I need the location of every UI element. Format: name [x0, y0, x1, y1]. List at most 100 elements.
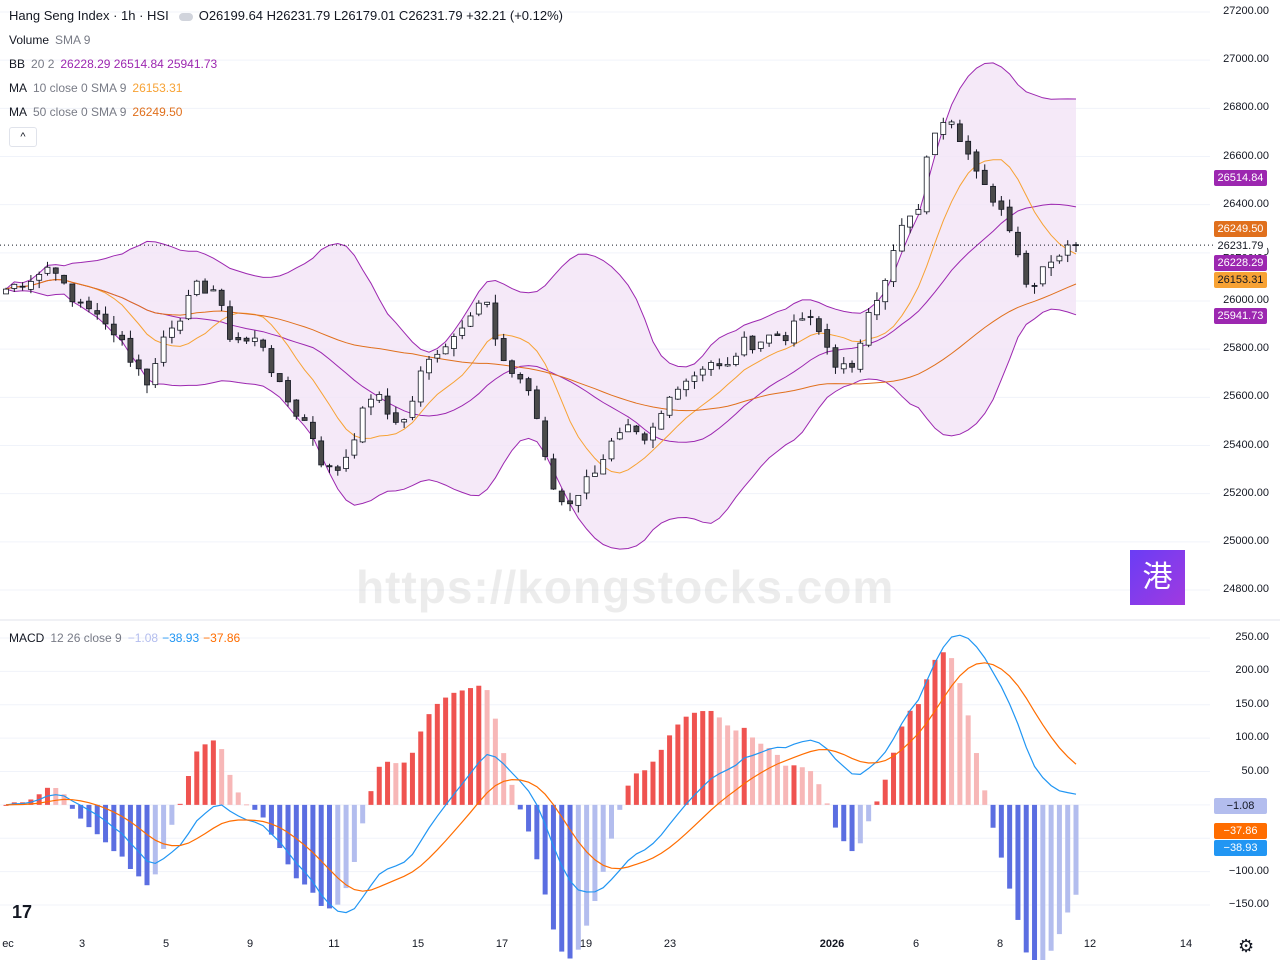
candle-body — [3, 288, 9, 295]
macd-legend[interactable]: MACD 12 26 close 9 −1.08 −38.93 −37.86 — [9, 630, 246, 646]
candle-body — [343, 456, 349, 469]
candle-body — [1048, 261, 1055, 269]
candle-body — [791, 320, 797, 344]
macd-hist-bar — [476, 685, 482, 805]
price-tick-label: 24800.00 — [1223, 583, 1269, 595]
tradingview-logo[interactable]: 17 — [12, 902, 33, 922]
ma10-name: MA — [9, 81, 27, 95]
candle-body — [202, 280, 208, 294]
candle-body — [956, 123, 963, 142]
ma10-price-tag: 26153.31 — [1214, 272, 1267, 288]
price-tick-label: 25800.00 — [1223, 342, 1269, 355]
ma50-value: 26249.50 — [132, 105, 183, 119]
macd-hist-bar — [86, 804, 92, 828]
macd-hist-bar — [385, 761, 391, 805]
candle-body — [144, 368, 150, 386]
macd-hist-bar — [700, 711, 706, 805]
time-tick-label: 6 — [912, 938, 920, 950]
candle-body — [1006, 206, 1013, 232]
candle-body — [658, 413, 665, 430]
time-tick-label: 2026 — [819, 938, 845, 950]
macd-hist-bar — [924, 679, 930, 805]
candle-body — [1056, 255, 1063, 262]
macd-hist-bar — [907, 710, 913, 805]
macd-hist-bar — [144, 804, 150, 886]
price-tick-label: 26600.00 — [1223, 149, 1269, 162]
candle-body — [268, 348, 275, 374]
macd-hist-bar — [733, 730, 739, 805]
macd-hist-bar — [360, 804, 366, 824]
ma50-legend[interactable]: MA 50 close 0 SMA 9 26249.50 — [9, 104, 188, 120]
watermark: https://kongstocks.com — [356, 561, 895, 613]
time-tick-label: 3 — [78, 938, 86, 950]
ma10-legend[interactable]: MA 10 close 0 SMA 9 26153.31 — [9, 80, 188, 96]
gear-icon[interactable]: ⚙ — [1238, 936, 1255, 956]
candle-body — [840, 363, 847, 370]
macd-hist-bar — [409, 752, 415, 805]
macd-hist-bar — [866, 804, 872, 822]
last-price-tag: 26231.79 — [1214, 238, 1267, 254]
macd-hist-bar — [932, 659, 938, 805]
macd-hist-bar — [426, 714, 432, 805]
candle-body — [890, 250, 897, 283]
eye-icon[interactable] — [178, 12, 193, 21]
macd-tick-label: 250.00 — [1235, 631, 1269, 643]
macd-tick-label: −100.00 — [1228, 864, 1269, 877]
macd-hist-bar — [69, 804, 75, 809]
candle-body — [376, 394, 383, 401]
candle-body — [558, 490, 565, 503]
time-tick-label: 17 — [495, 938, 509, 950]
candle-body — [616, 432, 623, 440]
candle-body — [1039, 266, 1046, 285]
collapse-legend-button[interactable]: ^ — [9, 127, 37, 147]
candle-body — [27, 281, 34, 290]
price-tick-label: 25600.00 — [1223, 390, 1269, 403]
symbol-title[interactable]: Hang Seng Index · 1h · HSI — [9, 8, 169, 23]
candle-body — [865, 311, 872, 346]
candle-body — [11, 283, 18, 289]
macd-hist-bar — [575, 804, 581, 950]
macd-hist-bar — [434, 703, 440, 805]
candle-body — [285, 380, 291, 403]
bb-params: 20 2 — [31, 57, 55, 71]
candle-body — [857, 342, 864, 370]
candle-body — [102, 313, 109, 325]
candle-body — [600, 459, 607, 475]
macd-hist-bar — [277, 804, 283, 849]
bb-lower-line — [5, 288, 1077, 550]
volume-legend[interactable]: Volume SMA 9 — [9, 32, 96, 48]
macd-hist-bar — [103, 804, 109, 843]
symbol-legend[interactable]: Hang Seng Index · 1h · HSI O26199.64 H262… — [9, 8, 569, 24]
candle-body — [293, 399, 300, 417]
candle-body — [44, 266, 51, 274]
candle-body — [359, 407, 366, 443]
candle-body — [177, 320, 184, 331]
macd-hist-bar — [766, 747, 772, 805]
candle-body — [948, 121, 955, 125]
candle-body — [882, 280, 889, 303]
candle-body — [417, 370, 424, 403]
time-tick-label: 15 — [411, 938, 425, 950]
macd-hist-bar — [550, 804, 556, 930]
candle-body — [309, 421, 316, 440]
macd-hist-bar — [310, 804, 316, 893]
bb-legend[interactable]: BB 20 2 26228.29 26514.84 25941.73 — [9, 56, 223, 72]
candle-body — [733, 355, 739, 365]
macd-hist-bar — [750, 737, 756, 805]
candle-body — [94, 310, 101, 315]
macd-hist-tag: −1.08 — [1214, 798, 1267, 814]
candle-body — [608, 440, 615, 460]
candle-body — [251, 337, 258, 342]
macd-signal-value: −37.86 — [203, 631, 241, 645]
candle-body — [318, 440, 325, 466]
macd-hist-bar — [401, 762, 407, 805]
candle-body — [368, 398, 374, 408]
macd-hist-bar — [1032, 804, 1038, 960]
candle-body — [52, 267, 59, 274]
macd-hist-bar — [799, 767, 805, 805]
macd-hist-bar — [600, 804, 606, 872]
macd-hist-bar — [293, 804, 299, 879]
candle-body — [185, 295, 192, 320]
price-tick-label: 27000.00 — [1223, 53, 1269, 66]
